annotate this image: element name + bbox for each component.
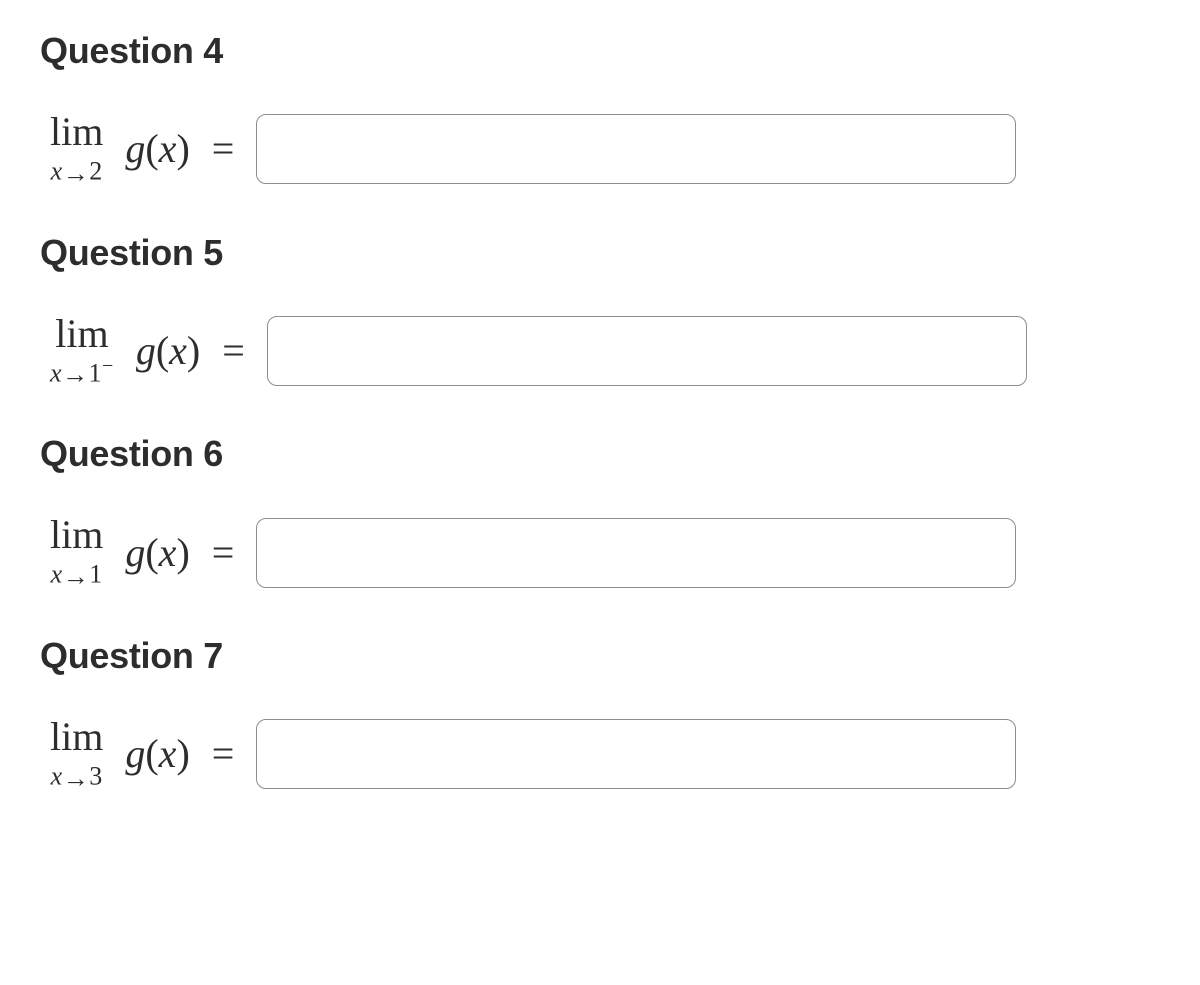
approach-var: x xyxy=(50,358,62,387)
question-title: Question 5 xyxy=(40,232,1160,274)
equation-row: lim x→1 g(x) = xyxy=(40,515,1160,590)
equals-sign: = xyxy=(212,129,235,169)
answer-input[interactable] xyxy=(267,316,1027,386)
equals-sign: = xyxy=(212,734,235,774)
right-arrow-icon: → xyxy=(63,161,90,187)
function-name: g xyxy=(125,126,145,171)
function-arg: x xyxy=(169,328,187,373)
question-title: Question 4 xyxy=(40,30,1160,72)
right-arrow-icon: → xyxy=(62,362,89,388)
equation-row: lim x→2 g(x) = xyxy=(40,112,1160,187)
question-block-6: Question 6 lim x→1 g(x) = xyxy=(40,433,1160,590)
function-expression: g(x) xyxy=(125,533,189,573)
function-arg: x xyxy=(159,530,177,575)
equals-sign: = xyxy=(222,331,245,371)
question-title: Question 7 xyxy=(40,635,1160,677)
function-expression: g(x) xyxy=(125,734,189,774)
approach-var: x xyxy=(51,560,63,589)
right-arrow-icon: → xyxy=(63,766,90,792)
question-title: Question 6 xyxy=(40,433,1160,475)
limit-label: lim xyxy=(55,314,108,354)
limit-expression: lim x→2 xyxy=(50,112,103,187)
approach-var: x xyxy=(51,762,63,791)
right-arrow-icon: → xyxy=(63,564,90,590)
question-block-4: Question 4 lim x→2 g(x) = xyxy=(40,30,1160,187)
approach-value: 1 xyxy=(89,358,103,387)
answer-input[interactable] xyxy=(256,719,1016,789)
limit-subscript: x→1− xyxy=(50,356,114,389)
answer-input[interactable] xyxy=(256,114,1016,184)
answer-input[interactable] xyxy=(256,518,1016,588)
function-arg: x xyxy=(159,731,177,776)
limit-label: lim xyxy=(50,515,103,555)
approach-suffix: − xyxy=(102,355,114,377)
limit-expression: lim x→1 xyxy=(50,515,103,590)
function-arg: x xyxy=(159,126,177,171)
approach-var: x xyxy=(51,157,63,186)
function-name: g xyxy=(125,731,145,776)
equation-row: lim x→3 g(x) = xyxy=(40,717,1160,792)
quiz-page: Question 4 lim x→2 g(x) = Question 5 lim… xyxy=(0,0,1200,822)
approach-value: 2 xyxy=(89,157,103,186)
question-block-5: Question 5 lim x→1− g(x) = xyxy=(40,232,1160,389)
limit-subscript: x→3 xyxy=(51,759,103,792)
limit-label: lim xyxy=(50,112,103,152)
equals-sign: = xyxy=(212,533,235,573)
limit-subscript: x→2 xyxy=(51,154,103,187)
approach-value: 1 xyxy=(89,560,103,589)
question-block-7: Question 7 lim x→3 g(x) = xyxy=(40,635,1160,792)
equation-row: lim x→1− g(x) = xyxy=(40,314,1160,389)
function-name: g xyxy=(136,328,156,373)
function-expression: g(x) xyxy=(136,331,200,371)
limit-label: lim xyxy=(50,717,103,757)
limit-subscript: x→1 xyxy=(51,557,103,590)
function-name: g xyxy=(125,530,145,575)
limit-expression: lim x→1− xyxy=(50,314,114,389)
limit-expression: lim x→3 xyxy=(50,717,103,792)
function-expression: g(x) xyxy=(125,129,189,169)
approach-value: 3 xyxy=(89,762,103,791)
